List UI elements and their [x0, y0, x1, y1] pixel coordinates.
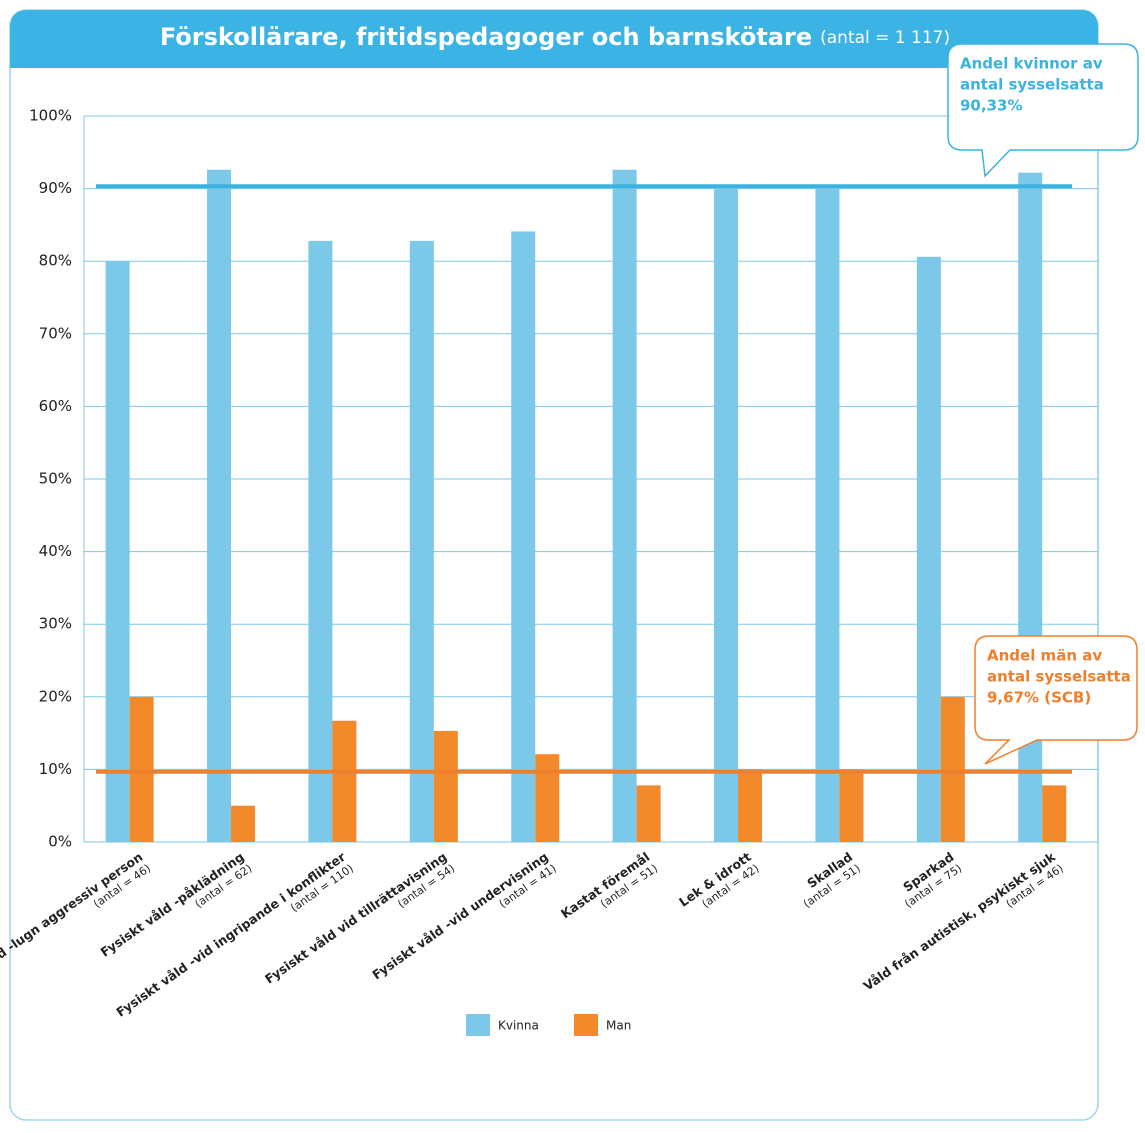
- y-tick-label: 60%: [39, 397, 72, 415]
- callout-text: Andel män av: [987, 647, 1102, 665]
- bar: [207, 169, 232, 842]
- bar: [105, 261, 130, 842]
- callout-text: antal sysselsatta: [960, 76, 1104, 94]
- legend-swatch: [574, 1014, 598, 1036]
- y-tick-label: 70%: [39, 324, 72, 342]
- bar: [612, 169, 637, 842]
- y-tick-label: 30%: [39, 615, 72, 633]
- callout-text: 9,67% (SCB): [987, 689, 1091, 707]
- bar: [815, 188, 840, 843]
- bar: [308, 240, 333, 842]
- header-title: Förskollärare, fritidspedagoger och barn…: [160, 23, 950, 51]
- legend-label: Kvinna: [498, 1019, 539, 1033]
- bar: [409, 240, 434, 842]
- header: [10, 10, 1098, 68]
- y-tick-label: 100%: [29, 107, 72, 125]
- bar: [940, 696, 965, 842]
- legend-swatch: [466, 1014, 490, 1036]
- y-tick-label: 10%: [39, 760, 72, 778]
- bar: [916, 256, 941, 842]
- bar: [636, 785, 661, 842]
- bar: [433, 730, 458, 842]
- bar: [332, 720, 357, 842]
- bar: [738, 769, 763, 842]
- y-tick-label: 90%: [39, 179, 72, 197]
- callout-text: 90,33%: [960, 97, 1022, 115]
- bar: [535, 754, 560, 842]
- bar: [714, 188, 739, 843]
- bar: [231, 805, 256, 842]
- callout-box: [974, 635, 1138, 765]
- y-tick-label: 20%: [39, 687, 72, 705]
- y-tick-label: 40%: [39, 542, 72, 560]
- bar: [1042, 785, 1067, 842]
- legend-label: Man: [606, 1019, 631, 1033]
- bar: [839, 769, 864, 842]
- bar: [129, 696, 154, 842]
- chart-subtitle: (antal = 1 117): [820, 28, 950, 48]
- bar: [511, 231, 536, 842]
- y-tick-label: 0%: [48, 833, 72, 851]
- callout-box: [947, 43, 1139, 178]
- callout-text: Andel kvinnor av: [960, 55, 1103, 73]
- chart-title: Förskollärare, fritidspedagoger och barn…: [160, 23, 812, 51]
- y-tick-label: 80%: [39, 252, 72, 270]
- y-tick-label: 50%: [39, 470, 72, 488]
- callout-text: antal sysselsatta: [987, 668, 1131, 686]
